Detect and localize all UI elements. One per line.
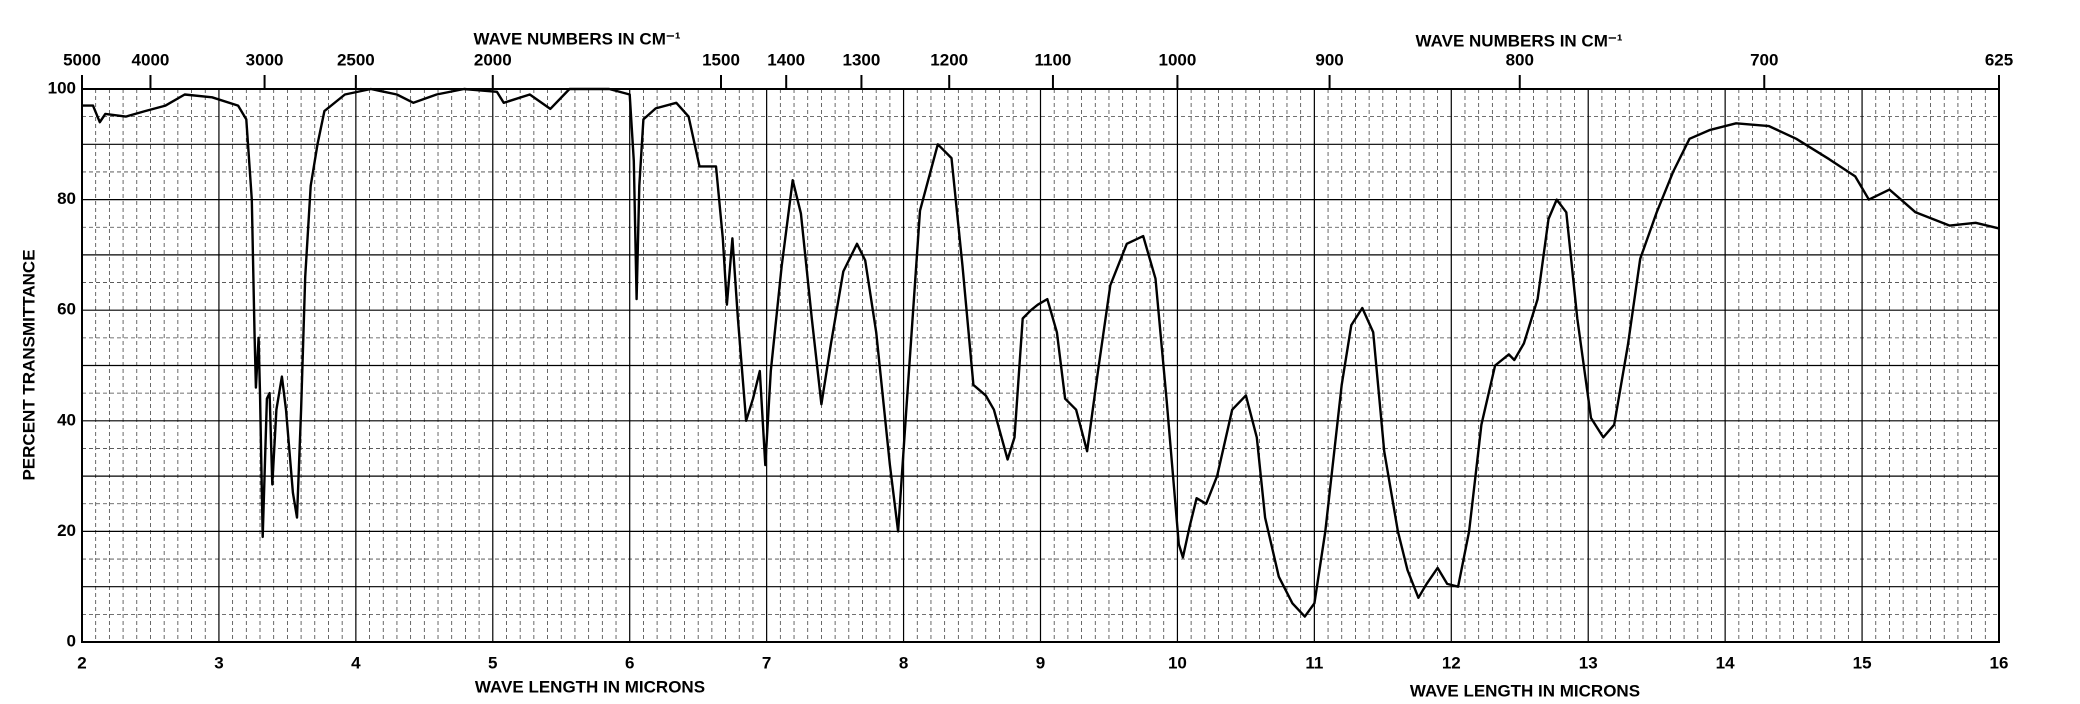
x-tick-label: 5 bbox=[488, 653, 497, 672]
x-tick-label: 12 bbox=[1442, 653, 1461, 672]
top-tick-label: 2500 bbox=[337, 50, 375, 69]
spectrum-line bbox=[82, 87, 2000, 618]
top-axis-label: WAVE NUMBERS IN CM⁻¹ bbox=[474, 29, 681, 48]
x-tick-label: 4 bbox=[351, 653, 361, 672]
x-tick-label: 14 bbox=[1716, 653, 1735, 672]
top-tick-label: 900 bbox=[1315, 50, 1343, 69]
y-tick-label: 100 bbox=[48, 78, 76, 97]
y-axis-label: PERCENT TRANSMITTANCE bbox=[19, 249, 38, 480]
top-axis-label: WAVE NUMBERS IN CM⁻¹ bbox=[1416, 31, 1623, 50]
x-tick-label: 10 bbox=[1168, 653, 1187, 672]
x-tick-label: 8 bbox=[899, 653, 908, 672]
x-tick-label: 2 bbox=[77, 653, 86, 672]
y-tick-label: 40 bbox=[57, 410, 76, 429]
x-tick-label: 9 bbox=[1036, 653, 1045, 672]
top-tick-label: 1500 bbox=[702, 50, 740, 69]
x-tick-label: 6 bbox=[625, 653, 634, 672]
top-tick-label: 4000 bbox=[132, 50, 170, 69]
top-tick-label: 5000 bbox=[63, 50, 101, 69]
top-tick-label: 1300 bbox=[843, 50, 881, 69]
top-tick-label: 1100 bbox=[1035, 50, 1072, 69]
top-tick-label: 3000 bbox=[246, 50, 284, 69]
x-tick-label: 13 bbox=[1579, 653, 1598, 672]
top-tick-label: 2000 bbox=[474, 50, 512, 69]
top-tick-label: 800 bbox=[1506, 50, 1534, 69]
y-tick-label: 0 bbox=[67, 631, 76, 650]
x-tick-label: 15 bbox=[1853, 653, 1872, 672]
plot-frame bbox=[81, 88, 2000, 643]
y-tick-label: 80 bbox=[57, 189, 76, 208]
x-axis-label: WAVE LENGTH IN MICRONS bbox=[475, 677, 705, 696]
top-tick-label: 1200 bbox=[930, 50, 968, 69]
x-tick-label: 7 bbox=[762, 653, 771, 672]
x-tick-label: 11 bbox=[1305, 653, 1323, 672]
x-tick-label: 16 bbox=[1990, 653, 2009, 672]
y-tick-label: 20 bbox=[57, 521, 76, 540]
y-tick-label: 60 bbox=[57, 300, 76, 319]
top-tick-label: 1400 bbox=[767, 50, 805, 69]
x-axis-label: WAVE LENGTH IN MICRONS bbox=[1410, 681, 1640, 700]
x-tick-label: 3 bbox=[214, 653, 223, 672]
top-tick-label: 625 bbox=[1985, 50, 2013, 69]
top-tick-label: 700 bbox=[1750, 50, 1778, 69]
top-tick-label: 1000 bbox=[1159, 50, 1197, 69]
